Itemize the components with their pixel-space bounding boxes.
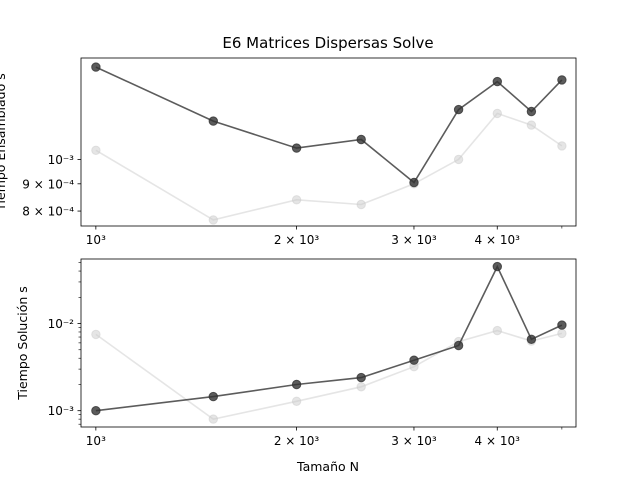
bottom-x-tick-label: 4 × 10³ [475,434,521,448]
bottom-series-2-line [95,264,563,412]
top-series-1-point [492,108,502,119]
chart-title: E6 Matrices Dispersas Solve [222,34,433,52]
bottom-x-tick-label: 2 × 10³ [274,434,320,448]
bottom-plot-frame [80,258,577,428]
bottom-series-1-point [291,396,302,406]
bottom-series-2-point [409,355,419,365]
top-series-2-point [91,62,101,72]
bottom-series-1-point [557,328,567,339]
top-series-1-line [95,112,563,221]
top-series-2-point [409,177,419,188]
bottom-subplot: 10³ 2 × 10³ 3 × 10³ 4 × 10³ 10⁻³ 10⁻² [48,258,577,448]
top-series-2-point [356,134,366,145]
top-subplot: 10³ 2 × 10³ 3 × 10³ 4 × 10³ 10⁻³ 9 × 10⁻⁴ 8 × … [22,57,577,247]
top-plot-frame [80,57,577,227]
bottom-y-axis-label: Tiempo Solución s [15,286,30,401]
bottom-series-1-point [492,325,502,336]
top-x-tick-label: 3 × 10³ [391,233,437,247]
bottom-series-2-point [453,340,464,351]
top-x-tick-label: 4 × 10³ [475,233,521,247]
top-series-2-point [291,143,302,153]
bottom-y-tick-label: 10⁻³ [48,404,75,418]
top-series-2-point [208,116,219,126]
top-series-2-point [526,106,537,117]
top-series-2-point [453,104,464,115]
top-series-1-point [208,215,219,225]
top-y-tick-label: 10⁻³ [48,153,75,167]
top-series-1-point [557,141,567,151]
top-series-1-point [356,199,366,210]
bottom-series-2-point [356,372,366,383]
bottom-series-2-point [526,334,537,344]
bottom-series-2-point [557,320,567,330]
top-y-axis-label: Tiempo Ensamblado s [0,73,8,211]
top-series-2-point [557,75,567,85]
bottom-y-tick-label: 10⁻² [48,317,75,331]
x-axis-label: Tamaño N [296,459,359,474]
bottom-series-1-point [91,329,101,340]
top-series-1-point [91,145,101,156]
bottom-x-tick-label: 10³ [86,434,106,448]
bottom-series-1-line [95,329,563,420]
top-y-tick-label: 9 × 10⁻⁴ [22,177,74,191]
top-x-tick-label: 10³ [86,233,106,247]
bottom-series-2-point [208,391,219,402]
bottom-series-1-point [208,414,219,424]
top-series-1-point [453,154,464,165]
bottom-x-tick-label: 3 × 10³ [391,434,437,448]
bottom-series-1-point [356,382,366,392]
top-series-2-line [95,66,563,184]
bottom-series-2-point [492,261,502,272]
top-series-1-point [291,195,302,205]
bottom-series-2-point [91,406,101,416]
top-y-tick-label: 8 × 10⁻⁴ [22,205,74,219]
top-series-1-point [526,120,537,130]
top-x-tick-label: 2 × 10³ [274,233,320,247]
bottom-series-2-point [291,379,302,390]
top-series-2-point [492,76,502,87]
